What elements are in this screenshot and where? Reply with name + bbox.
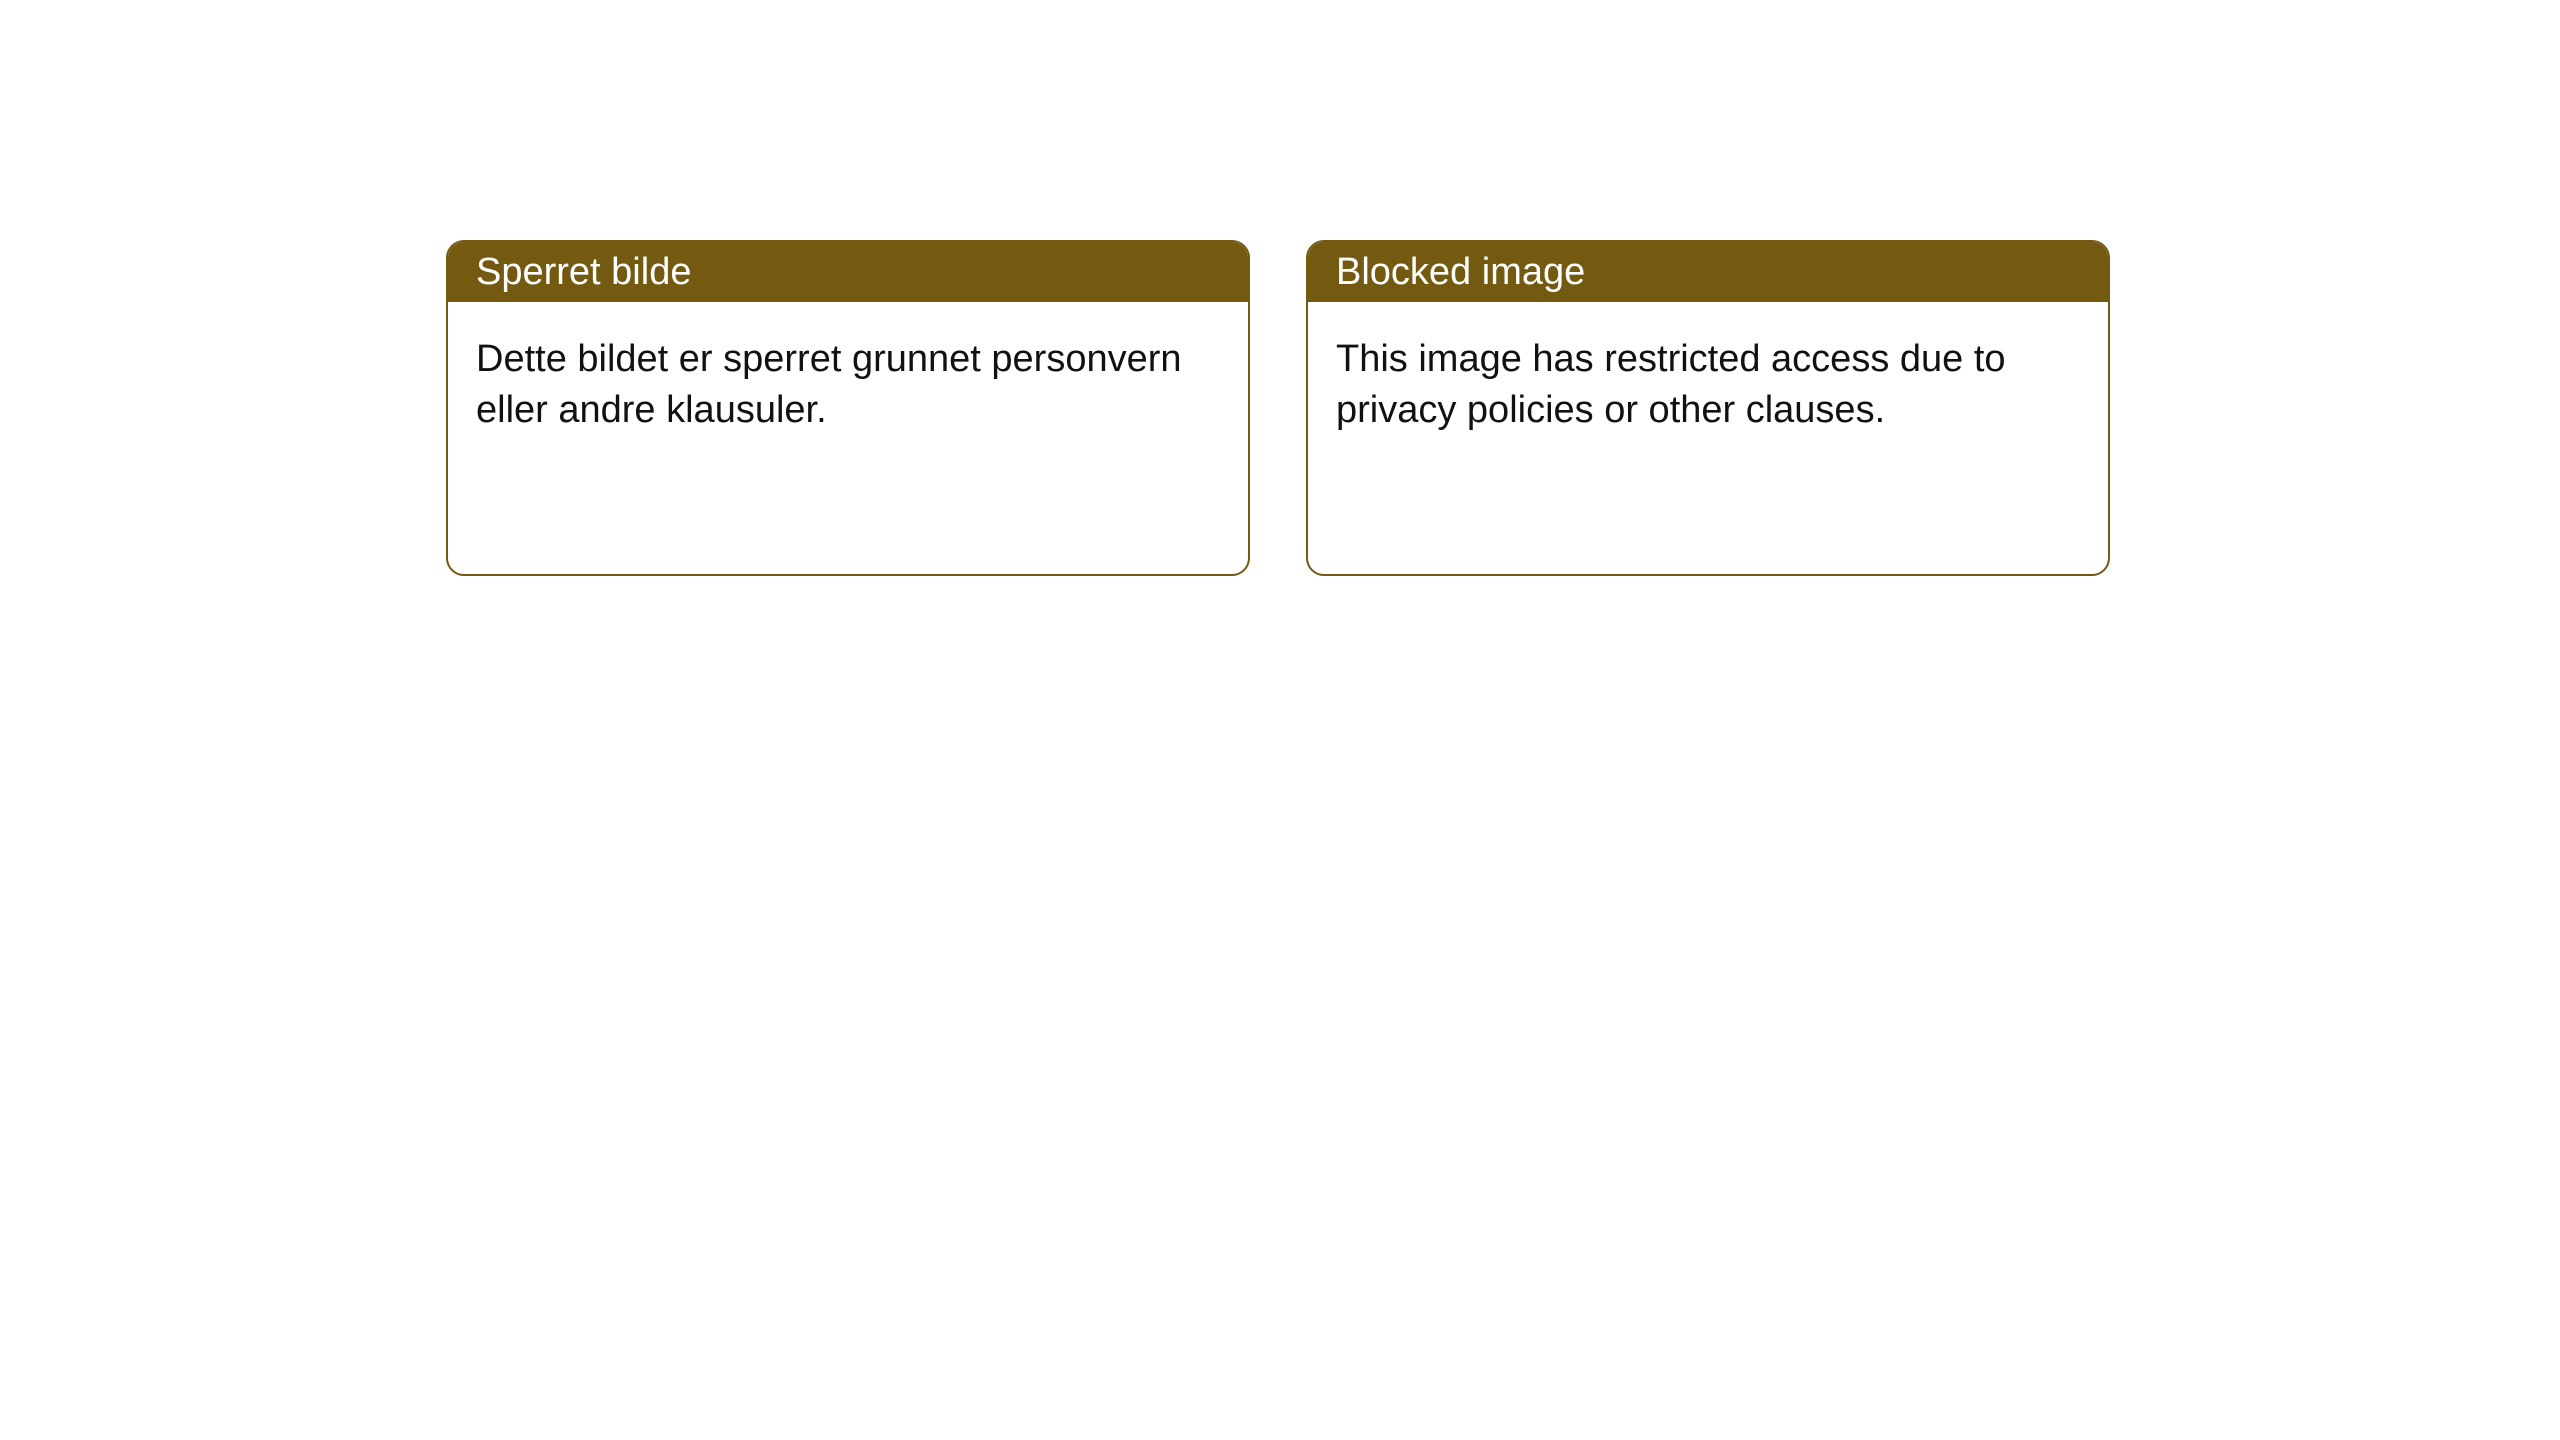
card-title: Sperret bilde: [476, 251, 691, 294]
card-header: Blocked image: [1308, 242, 2108, 302]
cards-row: Sperret bilde Dette bildet er sperret gr…: [0, 0, 2560, 576]
card-header: Sperret bilde: [448, 242, 1248, 302]
card-body: This image has restricted access due to …: [1308, 302, 2108, 574]
page-root: Sperret bilde Dette bildet er sperret gr…: [0, 0, 2560, 1440]
card-body: Dette bildet er sperret grunnet personve…: [448, 302, 1248, 574]
card-norwegian: Sperret bilde Dette bildet er sperret gr…: [446, 240, 1250, 576]
card-english: Blocked image This image has restricted …: [1306, 240, 2110, 576]
card-title: Blocked image: [1336, 251, 1585, 294]
